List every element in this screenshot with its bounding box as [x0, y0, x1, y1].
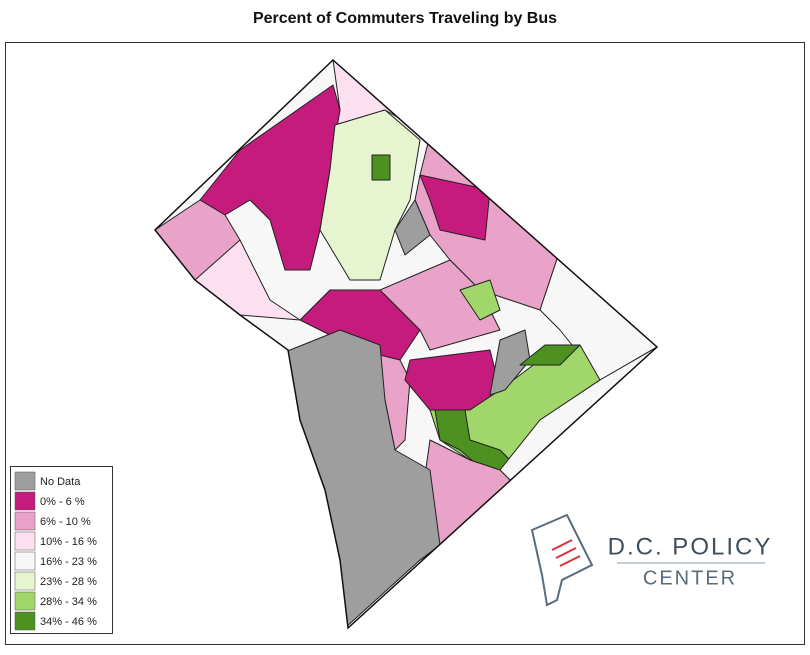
map-region: [319, 109, 421, 281]
map-region: [459, 279, 501, 321]
legend-label: 0% - 6 %: [40, 496, 85, 508]
legend-swatch: [14, 491, 36, 511]
legend-label: 10% - 16 %: [40, 536, 97, 548]
legend-label: 23% - 28 %: [40, 576, 97, 588]
legend-swatch: [14, 551, 36, 571]
map-title: Percent of Commuters Traveling by Bus: [253, 10, 557, 27]
legend-label: 6% - 10 %: [40, 516, 91, 528]
legend-swatch: [14, 571, 36, 591]
logo-line2: CENTER: [643, 567, 737, 589]
legend-swatch: [14, 511, 36, 531]
legend-label: 28% - 34 %: [40, 596, 97, 608]
map-outline: [153, 58, 659, 630]
map-region: [489, 329, 531, 396]
logo-line1: D.C. POLICY: [608, 533, 773, 560]
legend: No Data 0% - 6 % 6% - 10 % 10% - 16 % 16% - …: [10, 466, 113, 634]
legend-label: 16% - 23 %: [40, 556, 97, 568]
legend-swatch: [14, 591, 36, 611]
legend-swatch: [14, 611, 36, 631]
logo: D.C. POLICY CENTER: [530, 513, 773, 607]
map-region: [379, 259, 501, 351]
legend-swatch: [14, 531, 36, 551]
legend-label: No Data: [40, 476, 81, 488]
map-region: [394, 199, 431, 256]
legend-swatch: [14, 471, 36, 491]
logo-icon: [530, 513, 594, 607]
map-region: [199, 84, 341, 271]
legend-label: 34% - 46 %: [40, 616, 97, 628]
map-region: [371, 154, 391, 181]
map-frame: [5, 42, 805, 645]
map-region: [519, 344, 581, 366]
